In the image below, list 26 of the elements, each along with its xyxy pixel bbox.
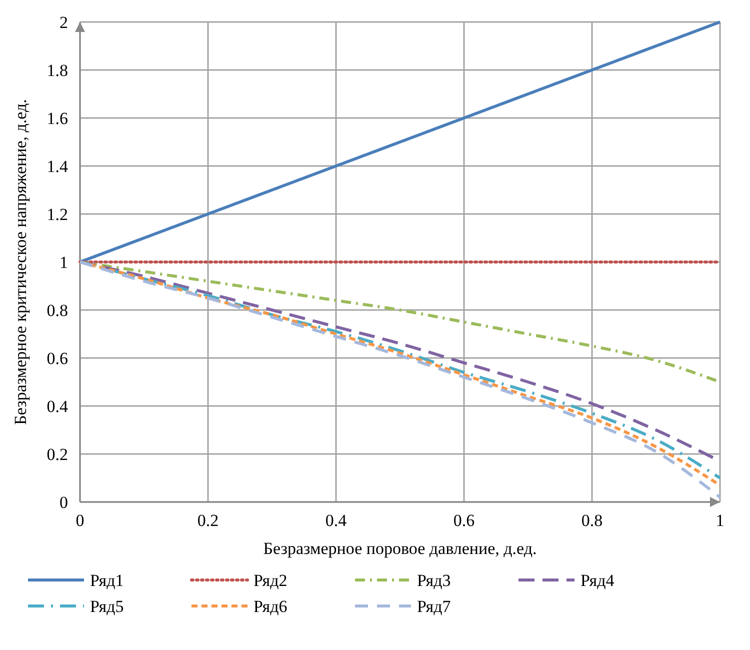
x-tick-label: 0.8 xyxy=(581,511,603,530)
legend-label: Ряд5 xyxy=(90,597,124,616)
y-tick-label: 2 xyxy=(60,13,68,32)
legend-label: Ряд2 xyxy=(254,571,288,590)
x-tick-label: 0.2 xyxy=(197,511,219,530)
legend-label: Ряд4 xyxy=(580,571,615,590)
y-tick-label: 0 xyxy=(60,493,68,512)
y-axis-title: Безразмерное критическое напряжение, д.ед. xyxy=(11,99,30,425)
x-tick-label: 0.6 xyxy=(453,511,475,530)
y-tick-label: 1 xyxy=(60,253,68,272)
y-tick-label: 1.2 xyxy=(46,205,68,224)
x-tick-label: 0 xyxy=(76,511,84,530)
x-tick-label: 1 xyxy=(716,511,724,530)
x-tick-label: 0.4 xyxy=(325,511,348,530)
y-tick-label: 0.4 xyxy=(46,397,68,416)
y-tick-label: 0.6 xyxy=(46,349,68,368)
y-tick-label: 0.2 xyxy=(46,445,68,464)
y-tick-label: 1.4 xyxy=(46,157,68,176)
y-tick-label: 1.8 xyxy=(46,61,68,80)
legend-label: Ряд7 xyxy=(417,597,452,616)
y-tick-label: 1.6 xyxy=(46,109,68,128)
y-tick-label: 0.8 xyxy=(46,301,68,320)
x-axis-title: Безразмерное поровое давление, д.ед. xyxy=(263,539,537,558)
legend-label: Ряд1 xyxy=(90,571,124,590)
legend-label: Ряд6 xyxy=(254,597,288,616)
legend-label: Ряд3 xyxy=(417,571,451,590)
